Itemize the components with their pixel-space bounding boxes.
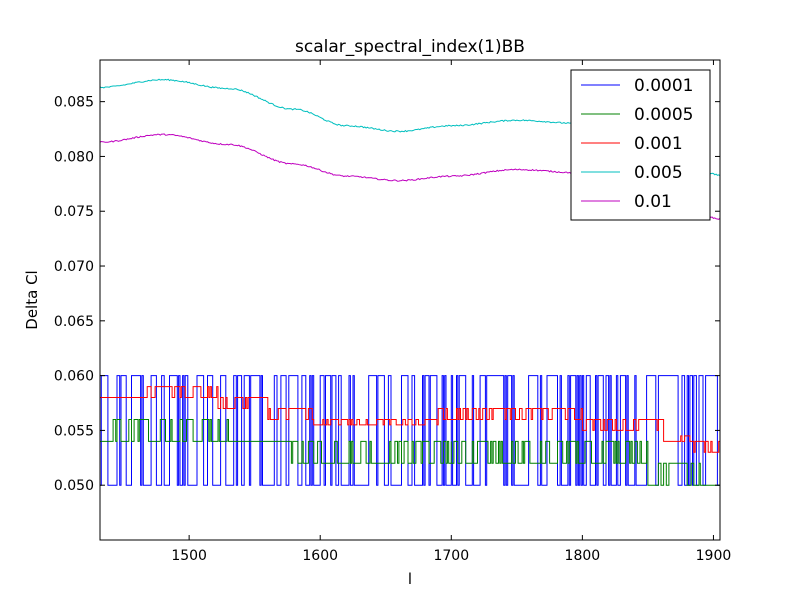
legend-label: 0.01 (634, 192, 672, 212)
legend: 0.0001 0.0005 0.001 0.005 0.01 (570, 69, 711, 221)
x-tick-label: 1900 (696, 548, 732, 564)
y-tick-label: 0.070 (54, 259, 94, 275)
x-tick-label: 1700 (433, 548, 469, 564)
x-tick-label: 1800 (565, 548, 601, 564)
x-axis-label: l (408, 570, 412, 588)
series-line-2 (100, 386, 720, 453)
y-tick-label: 0.080 (54, 149, 94, 165)
x-tick-label: 1600 (302, 548, 338, 564)
x-tick-label: 1500 (171, 548, 207, 564)
legend-label: 0.005 (634, 163, 683, 183)
legend-label: 0.0001 (634, 76, 693, 96)
y-axis-label: Delta Cl (23, 270, 41, 329)
y-tick-label: 0.050 (54, 478, 94, 494)
y-tick-label: 0.060 (54, 369, 94, 385)
y-tick-label: 0.075 (54, 204, 94, 220)
y-tick-label: 0.055 (54, 423, 94, 439)
series-line-0 (100, 375, 720, 486)
axis-ticks: 1500 1600 1700 1800 1900 0.050 0.055 0.060 0.065… (54, 60, 731, 564)
y-tick-label: 0.065 (54, 314, 94, 330)
legend-label: 0.0005 (634, 105, 693, 125)
chart-title: scalar_spectral_index(1)BB (295, 37, 525, 57)
series-line-1 (100, 419, 720, 486)
legend-label: 0.001 (634, 134, 683, 154)
y-tick-label: 0.085 (54, 95, 94, 111)
plot-frame (99, 59, 721, 541)
legend-box (570, 69, 711, 221)
